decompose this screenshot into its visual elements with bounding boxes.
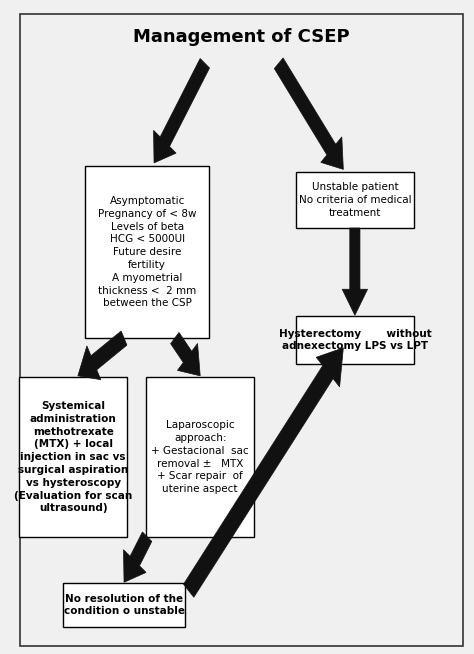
Text: Hysterectomy       without
adnexectomy LPS vs LPT: Hysterectomy without adnexectomy LPS vs … [279,328,431,351]
FancyBboxPatch shape [63,583,185,627]
Polygon shape [342,228,367,315]
Polygon shape [171,332,200,376]
Text: Systemical
administration
methotrexate
(MTX) + local
injection in sac vs
surgica: Systemical administration methotrexate (… [14,401,132,513]
Text: Management of CSEP: Management of CSEP [134,28,350,46]
FancyBboxPatch shape [296,173,414,228]
Polygon shape [274,58,343,169]
Polygon shape [78,331,127,380]
Polygon shape [183,348,343,597]
FancyBboxPatch shape [19,377,128,537]
FancyBboxPatch shape [20,14,464,646]
FancyBboxPatch shape [146,377,255,537]
Polygon shape [124,532,152,582]
Text: Unstable patient
No criteria of medical
treatment: Unstable patient No criteria of medical … [299,182,411,218]
FancyBboxPatch shape [85,166,210,338]
Text: Asymptomatic
Pregnancy of < 8w
Levels of beta
HCG < 5000UI
Future desire
fertili: Asymptomatic Pregnancy of < 8w Levels of… [98,196,196,308]
Text: No resolution of the
condition o unstable: No resolution of the condition o unstabl… [64,594,184,617]
Text: Laparoscopic
approach:
+ Gestacional  sac
removal ±   MTX
+ Scar repair  of
uter: Laparoscopic approach: + Gestacional sac… [151,421,249,494]
FancyBboxPatch shape [296,316,414,364]
Polygon shape [154,58,210,163]
